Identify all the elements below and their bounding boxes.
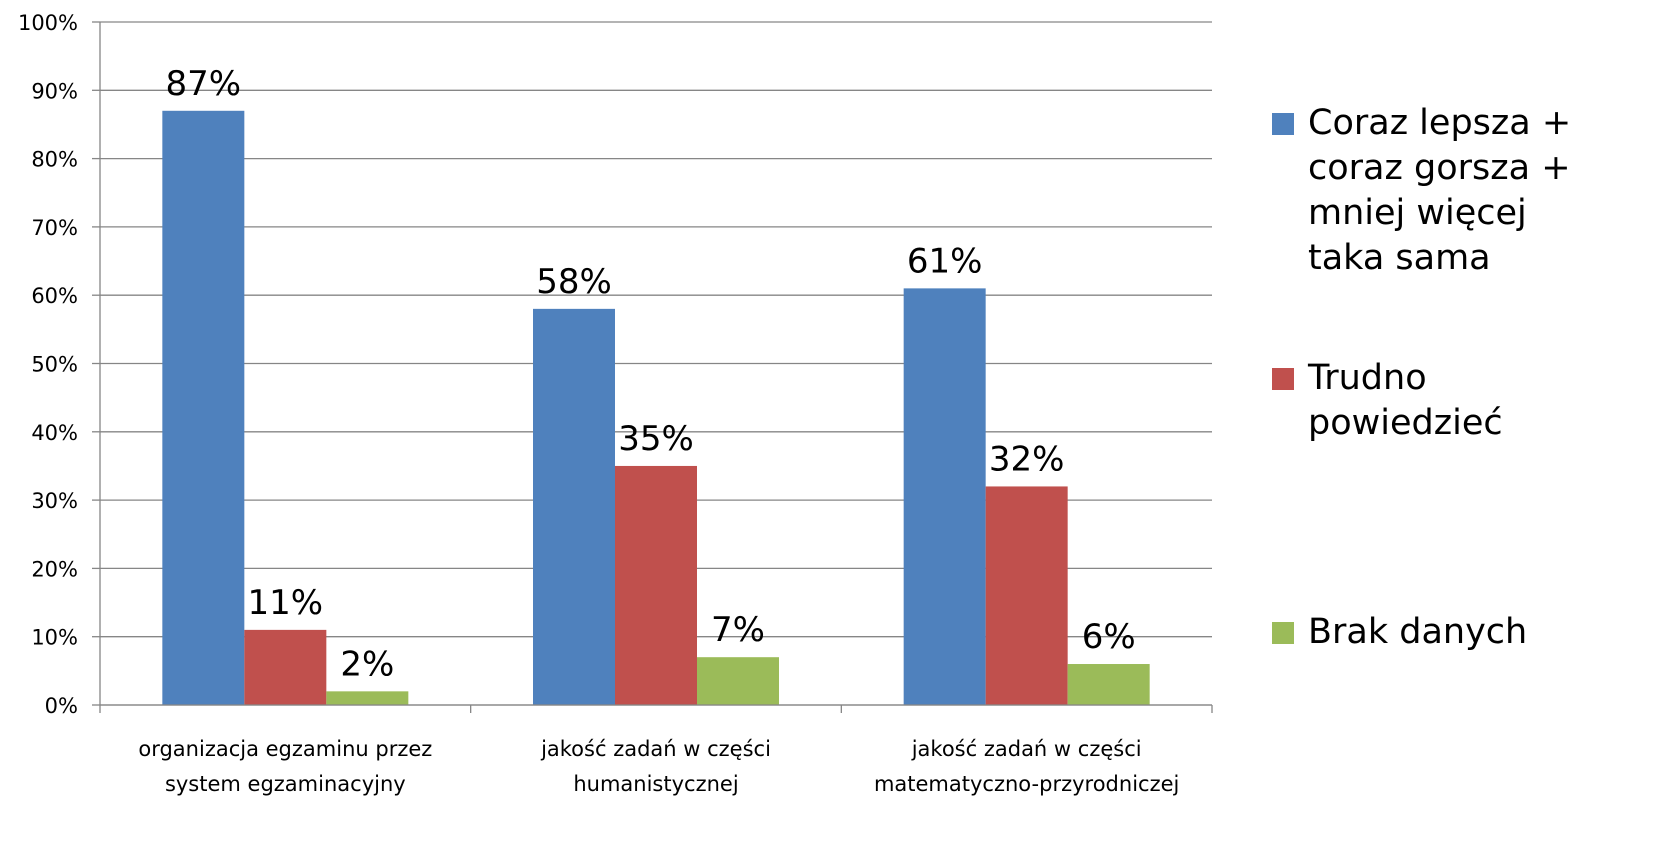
- y-tick-label: 10%: [31, 626, 78, 650]
- legend-entry: Coraz lepsza + coraz gorsza + mniej więc…: [1272, 101, 1652, 281]
- bar: [244, 629, 327, 705]
- legend-swatch: [1272, 113, 1294, 135]
- data-label: 7%: [711, 610, 765, 650]
- y-tick-label: 40%: [31, 421, 78, 445]
- data-label: 2%: [340, 644, 394, 684]
- legend-label: Trudno powiedzieć: [1308, 358, 1503, 443]
- x-tick-label: organizacja egzaminu przez system egzami…: [138, 737, 433, 796]
- legend-label: Brak danych: [1308, 612, 1528, 652]
- legend-label: Coraz lepsza + coraz gorsza + mniej więc…: [1308, 103, 1572, 278]
- data-label: 58%: [536, 262, 612, 302]
- bar: [533, 308, 615, 705]
- bar: [903, 288, 986, 705]
- data-label: 87%: [166, 64, 242, 104]
- legend-entry: Brak danych: [1272, 610, 1652, 655]
- data-label: 6%: [1082, 617, 1136, 657]
- x-tick-label: jakość zadań w części matematyczno-przyr…: [873, 737, 1180, 796]
- legend-entry: Trudno powiedzieć: [1272, 356, 1652, 446]
- y-tick-label: 80%: [31, 148, 78, 172]
- x-tick-label: jakość zadań w części humanistycznej: [541, 737, 771, 796]
- bar: [697, 657, 779, 705]
- bar: [985, 486, 1068, 705]
- data-label: 61%: [907, 241, 983, 281]
- data-label: 35%: [618, 419, 694, 459]
- legend-swatch: [1272, 368, 1294, 390]
- data-label: 11%: [248, 583, 324, 623]
- y-tick-label: 60%: [31, 284, 78, 308]
- bar: [162, 110, 245, 706]
- y-tick-label: 20%: [31, 557, 78, 581]
- y-tick-label: 30%: [31, 489, 78, 513]
- y-tick-label: 90%: [31, 79, 78, 103]
- y-tick-label: 0%: [45, 694, 78, 718]
- bar: [326, 691, 409, 705]
- bar: [1067, 664, 1150, 705]
- bar: [615, 465, 697, 705]
- data-label: 32%: [989, 439, 1065, 479]
- legend-swatch: [1272, 622, 1294, 644]
- y-tick-label: 50%: [31, 353, 78, 377]
- y-tick-label: 100%: [18, 11, 78, 35]
- y-tick-label: 70%: [31, 216, 78, 240]
